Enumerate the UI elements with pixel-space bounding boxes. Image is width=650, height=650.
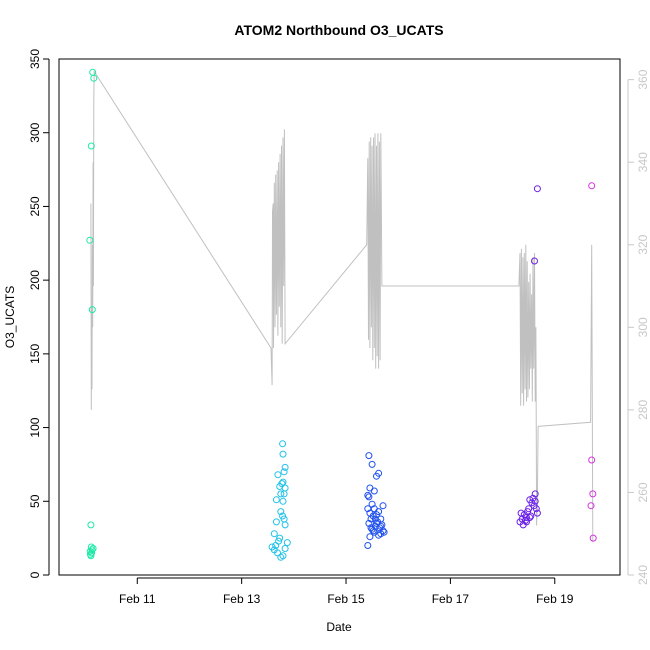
data-point [371,515,379,523]
y2-tick-label: 320 [636,234,650,254]
data-point [279,497,287,505]
y2-tick-label: 300 [636,317,650,337]
data-point [88,549,96,557]
y-axis-label: O3_UCATS [3,286,17,348]
data-point [279,552,287,560]
x-tick-label: Feb 15 [327,592,365,606]
data-point [281,545,289,552]
y-tick-label: 350 [28,49,42,69]
x-tick-label: Feb 11 [119,592,156,606]
y-tick-label: 300 [28,122,42,142]
x-tick-label: Feb 19 [536,592,574,606]
data-point [277,508,285,516]
data-point [379,502,387,510]
axes-layer: 0 50 100 150 200 250 300 350 240 260 280 300 320 340 3… [28,49,650,606]
data-point [366,533,374,541]
data-point [588,182,596,190]
data-point [589,534,597,542]
data-points-layer [86,68,597,561]
data-point [526,514,534,521]
data-point [368,460,376,468]
chart-title: ATOM2 Northbound O3_UCATS [234,22,443,38]
y-tick-label: 50 [28,494,42,508]
data-point [89,545,97,552]
data-point [274,471,282,479]
data-point [274,549,281,557]
data-point [517,509,525,517]
data-point [366,484,374,492]
data-point [366,509,374,517]
y2-tick-label: 240 [636,565,650,585]
data-point [530,502,538,510]
data-point [87,142,95,150]
data-point [281,463,289,471]
x-tick-label: Feb 17 [432,592,470,606]
data-point [283,539,291,547]
data-point [370,487,378,495]
data-point [587,502,595,510]
data-point [86,236,94,244]
y-tick-label: 100 [28,417,42,437]
data-point [280,468,288,476]
y-tick-label: 0 [28,571,42,578]
data-point [531,497,539,505]
data-point [533,509,541,517]
data-point [375,508,383,516]
data-point [279,440,287,448]
y2-tick-label: 260 [636,482,650,502]
data-point [275,537,283,545]
data-point [272,496,280,504]
x-tick-label: Feb 13 [223,592,261,606]
plot-frame [58,58,621,576]
data-point [281,484,289,492]
data-point [365,493,373,501]
data-point [365,452,373,460]
data-point [281,521,289,529]
altitude-line-layer [90,69,594,543]
data-point [364,491,372,499]
data-point [367,524,375,532]
data-point [588,456,596,464]
data-point [279,478,287,486]
data-point [87,552,95,560]
data-point [533,185,541,193]
data-point [87,521,95,529]
data-point [377,530,385,538]
data-point [524,508,532,516]
data-point [280,490,288,498]
data-point [90,74,98,82]
data-point [589,490,597,498]
y-tick-label: 200 [28,270,42,290]
data-point [270,530,278,538]
data-point [531,257,538,265]
secondary-series-line [90,69,594,543]
data-point [272,518,280,526]
x-axis-label: Date [326,620,352,634]
data-point [365,519,373,527]
data-point [364,542,372,549]
y2-tick-label: 280 [636,400,650,420]
data-point [377,515,385,523]
data-point [276,534,284,542]
data-point [88,306,96,314]
data-point [375,469,383,477]
data-point [531,490,539,498]
data-point [523,518,530,526]
y2-tick-label: 340 [636,152,650,172]
data-point [380,528,388,536]
data-point [279,450,287,458]
data-point [277,490,285,498]
y2-tick-label: 360 [636,69,650,89]
data-point [279,512,287,520]
y-tick-label: 150 [28,344,42,364]
y-tick-label: 250 [28,196,42,216]
